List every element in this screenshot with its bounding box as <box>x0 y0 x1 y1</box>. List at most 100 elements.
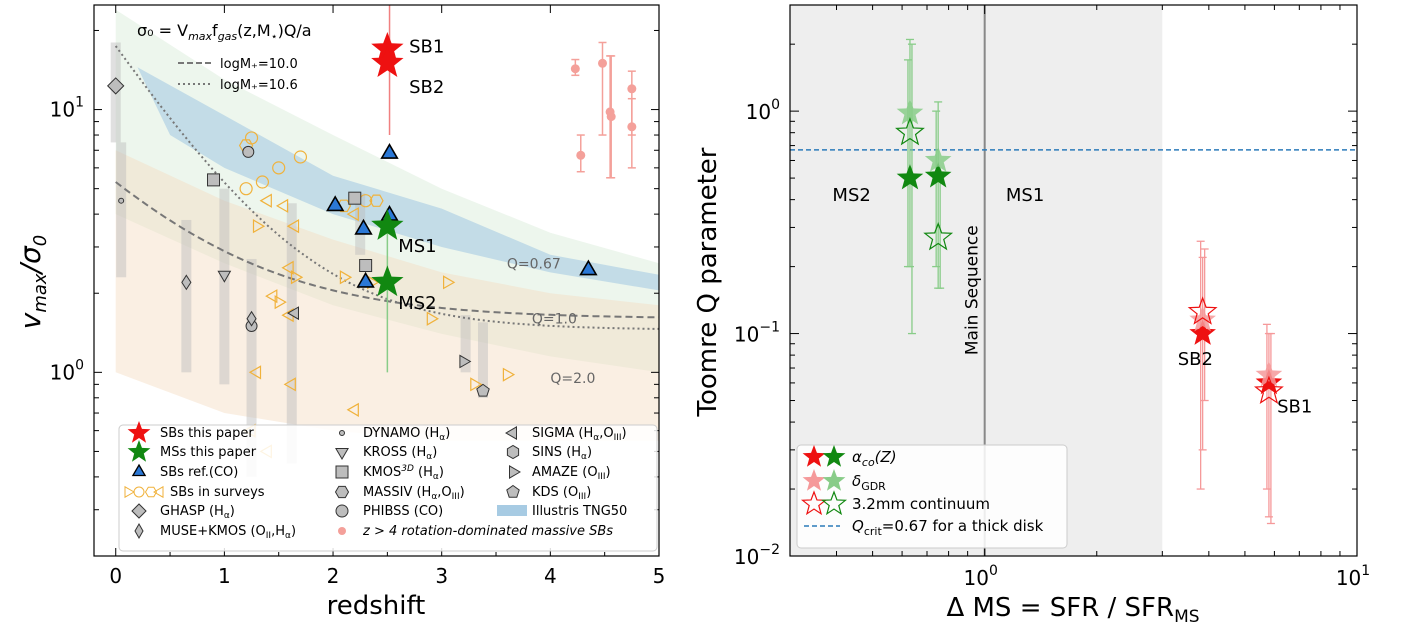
survey-error-column <box>246 258 257 477</box>
legend-entry-label: KROSS (Hα) <box>363 445 437 462</box>
survey-error-column <box>286 203 297 464</box>
reference-survey-point <box>286 306 299 321</box>
right-point-label: SB1 <box>1277 397 1312 418</box>
legend-marker <box>820 490 848 516</box>
legend-entry-label: GHASP (Hα) <box>160 504 235 521</box>
q-value-label: Q=2.0 <box>550 371 595 387</box>
z4-rotation-sb-point <box>606 112 616 122</box>
legend-entry-label: KMOS3D (Hα) <box>363 464 444 482</box>
q-value-label: Q=0.67 <box>507 256 561 272</box>
legend-marker <box>822 445 846 467</box>
legend-marker <box>131 463 147 477</box>
legend-entry-label: αco(Z) <box>852 448 897 469</box>
legend-marker <box>802 445 826 467</box>
reference-survey-point <box>359 259 373 273</box>
legend-marker <box>497 505 527 516</box>
legend-marker <box>335 448 349 460</box>
model-legend-label: logM₊=10.6 <box>220 78 298 93</box>
toomre-q-star <box>1255 361 1283 387</box>
right-x-axis-title: Δ MS = SFR / SFRMS <box>946 593 1199 627</box>
legend-entry-label: Qcrit=0.67 for a thick disk <box>852 517 1044 538</box>
legend-marker <box>506 484 520 498</box>
toomre-q-star <box>1255 368 1283 395</box>
survey-sb-point <box>252 219 266 234</box>
legend-entry-label: SINS (Hα) <box>532 445 592 462</box>
x-tick-label: 0 <box>109 564 122 588</box>
right-legend-box <box>796 444 1068 549</box>
reference-survey-point <box>207 173 221 187</box>
reference-survey-point <box>106 77 125 95</box>
reference-survey-point <box>181 274 192 291</box>
left-point-label: SB1 <box>409 37 444 58</box>
legend-marker <box>131 503 147 519</box>
legend-marker <box>334 485 350 499</box>
reference-survey-point <box>459 354 472 369</box>
left-point-label: SB2 <box>409 77 444 98</box>
left-point-label: MS2 <box>398 293 436 314</box>
legend-entry-label: SBs in surveys <box>170 485 265 500</box>
legend-marker <box>338 527 346 535</box>
toomre-q-star <box>895 116 925 146</box>
legend-marker <box>509 465 521 479</box>
survey-sb-point <box>470 377 483 392</box>
survey-error-column <box>355 193 366 255</box>
toomre-q-star <box>1187 296 1218 325</box>
left-formula: σ₀ = Vmaxfgas(z,M⋆)Q/a <box>137 21 312 43</box>
toomre-q-star <box>1189 319 1216 345</box>
legend-marker <box>506 444 520 460</box>
reference-survey-point <box>242 145 255 158</box>
sb-ref-co-point <box>326 195 345 212</box>
left-chart: 0 1 2 3 4 5 100 101 σ₀ = Vmaxfgas(z,M⋆)Q/a logM… <box>14 4 666 621</box>
legend-entry-label: DYNAMO (Hα) <box>363 426 450 443</box>
right-data-marks <box>895 38 1284 525</box>
legend-marker <box>133 486 145 498</box>
survey-sb-point <box>290 270 304 285</box>
survey-sb-point <box>274 295 287 310</box>
z4-rotation-sb-point <box>627 122 637 132</box>
z4-rotation-sb-point <box>627 84 637 94</box>
sb-ref-co-point <box>354 218 373 235</box>
survey-sb-point <box>339 270 353 285</box>
y-tick-label: 101 <box>50 95 84 122</box>
legend-entry-label: δGDR <box>852 472 886 493</box>
x-tick-label: 101 <box>1336 563 1370 590</box>
legend-marker <box>134 522 144 540</box>
y-tick-label: 100 <box>746 97 780 124</box>
right-y-axis-title: Toomre Q parameter <box>693 147 723 417</box>
toomre-q-star <box>896 99 924 125</box>
right-point-label: SB2 <box>1178 349 1213 370</box>
z4-rotation-sb-point <box>570 64 580 74</box>
toomre-q-star <box>1253 375 1284 405</box>
q067-model-band <box>115 9 659 373</box>
toomre-q-star <box>924 146 952 172</box>
legend-entry-label: SBs this paper <box>160 426 254 441</box>
legend-marker <box>802 469 826 491</box>
left-axis-ticks: 0 1 2 3 4 5 100 101 <box>50 5 666 588</box>
right-point-label: MS2 <box>832 185 870 206</box>
legend-entry-label: MUSE+KMOS (OII,Hα) <box>160 524 296 541</box>
legend-marker <box>822 469 846 491</box>
toomre-q-star <box>924 162 952 188</box>
legend-entry-label: PHIBSS (CO) <box>363 504 443 519</box>
x-tick-label: 5 <box>653 564 666 588</box>
sb-ref-co-point <box>356 271 375 288</box>
q-value-label: Q=1.0 <box>532 312 577 328</box>
legend-entry-label: MSs this paper <box>160 445 257 460</box>
survey-sb-point <box>426 311 439 326</box>
survey-error-column <box>116 142 127 278</box>
z4-rotation-sb-point <box>598 58 607 68</box>
legend-marker <box>124 485 135 499</box>
legend-entry-label: SBs ref.(CO) <box>160 465 238 480</box>
x-tick-label: 1 <box>218 564 231 588</box>
survey-sb-point <box>259 193 272 208</box>
legend-marker <box>339 430 345 436</box>
survey-error-column <box>477 322 488 398</box>
legend-marker <box>153 485 164 499</box>
left-y-axis-title: vmax/σ0 <box>14 235 51 329</box>
legend-marker <box>335 465 349 479</box>
reference-survey-point <box>246 310 257 327</box>
right-point-label: MS1 <box>1006 185 1044 206</box>
sb-ref-co-point <box>579 259 598 276</box>
survey-sb-point <box>255 175 270 189</box>
